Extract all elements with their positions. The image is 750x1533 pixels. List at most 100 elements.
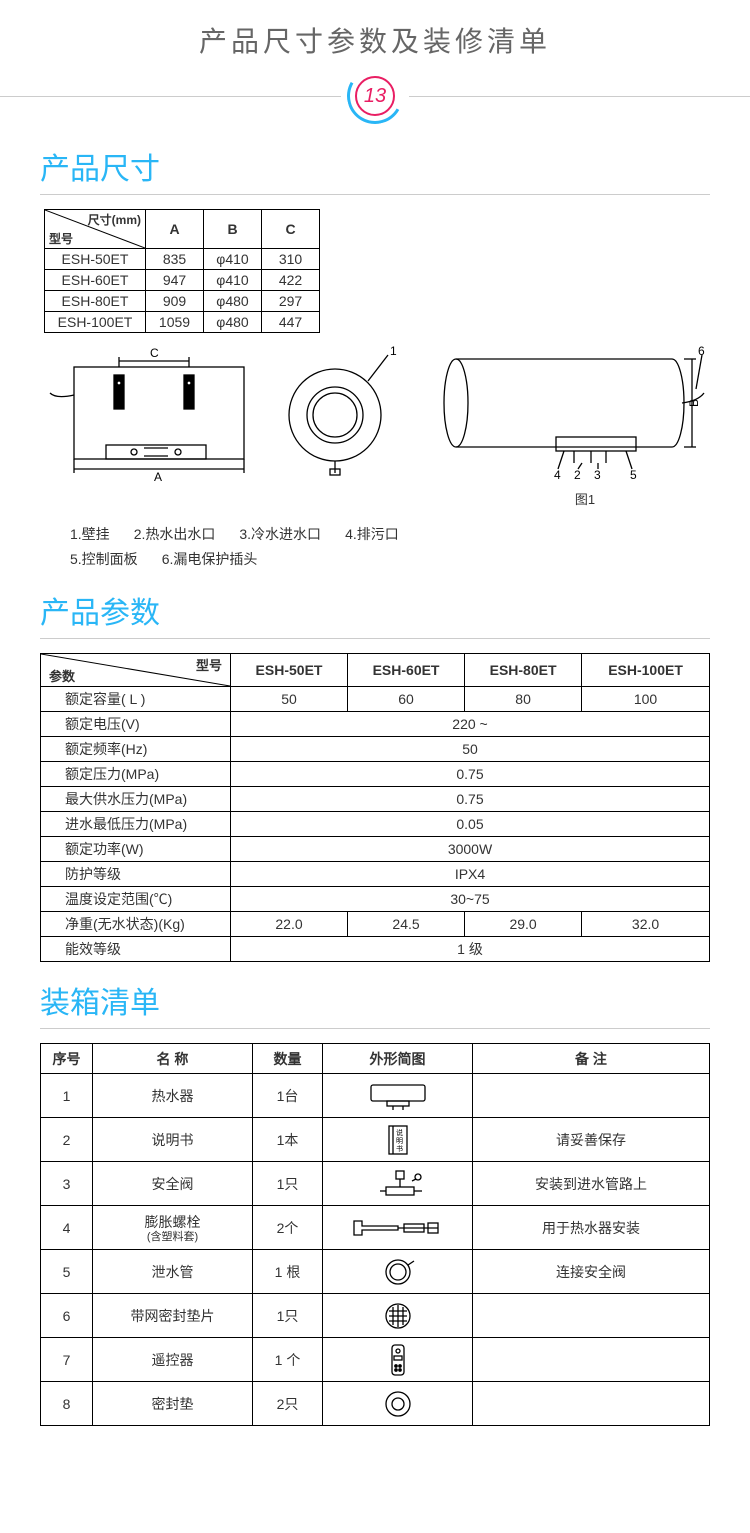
pack-note: 安装到进水管路上	[473, 1162, 710, 1206]
page-title: 产品尺寸参数及装修清单	[0, 20, 750, 60]
param-table-row: 额定功率(W)3000W	[41, 837, 710, 862]
dim-b: φ410	[204, 249, 262, 270]
callout-3: 3	[594, 468, 601, 482]
pack-col-name: 名 称	[93, 1044, 253, 1074]
param-name: 额定电压(V)	[41, 712, 231, 737]
section-title-packing: 装箱清单	[40, 978, 710, 1022]
pack-table-row: 3安全阀1只安装到进水管路上	[41, 1162, 710, 1206]
pack-icon-valve	[323, 1162, 473, 1206]
dimension-diagrams: C A 1	[40, 345, 710, 485]
section-divider	[40, 638, 710, 639]
param-value: 0.05	[231, 812, 710, 837]
pack-seq: 6	[41, 1294, 93, 1338]
dim-a: 835	[146, 249, 204, 270]
pack-name: 热水器	[93, 1074, 253, 1118]
param-value: 32.0	[582, 912, 710, 937]
dim-table-row: ESH-100ET1059φ480447	[45, 312, 320, 333]
dim-table-row: ESH-60ET947φ410422	[45, 270, 320, 291]
pack-note: 请妥善保存	[473, 1118, 710, 1162]
dimension-table: 尺寸(mm) 型号 A B C ESH-50ET835φ410310ESH-60…	[44, 209, 320, 333]
dim-model: ESH-80ET	[45, 291, 146, 312]
dim-b: φ410	[204, 270, 262, 291]
param-name: 进水最低压力(MPa)	[41, 812, 231, 837]
pack-note: 连接安全阀	[473, 1250, 710, 1294]
param-header-top: 型号	[196, 655, 222, 674]
param-header-bottom: 参数	[49, 666, 75, 685]
param-model-1: ESH-60ET	[348, 654, 465, 687]
dim-col-c: C	[262, 210, 320, 249]
pack-qty: 1 个	[253, 1338, 323, 1382]
pack-qty: 1 根	[253, 1250, 323, 1294]
param-table-row: 能效等级1 级	[41, 937, 710, 962]
badge-circle: 13	[347, 68, 403, 124]
diagram-side-view: 1	[280, 345, 400, 485]
dim-header-top: 尺寸(mm)	[88, 211, 141, 228]
section-divider	[40, 1028, 710, 1029]
legend-item: 3.冷水进水口	[239, 522, 321, 547]
param-name: 额定功率(W)	[41, 837, 231, 862]
pack-name: 密封垫	[93, 1382, 253, 1426]
dim-header-bottom: 型号	[49, 230, 73, 247]
param-value: 80	[465, 687, 582, 712]
dim-b: φ480	[204, 291, 262, 312]
pack-table-row: 7遥控器1 个	[41, 1338, 710, 1382]
diagram-right-view: B 4 2 3 5 6	[426, 345, 706, 485]
callout-6: 6	[698, 345, 705, 358]
svg-text:书: 书	[396, 1144, 403, 1153]
pack-icon-heater	[323, 1074, 473, 1118]
pack-table-row: 1热水器1台	[41, 1074, 710, 1118]
section-divider	[40, 194, 710, 195]
param-model-0: ESH-50ET	[231, 654, 348, 687]
param-value: 30~75	[231, 887, 710, 912]
param-table-row: 额定容量( L )506080100	[41, 687, 710, 712]
pack-icon-tube	[323, 1250, 473, 1294]
param-table-corner: 型号 参数	[41, 654, 231, 687]
param-table-row: 进水最低压力(MPa)0.05	[41, 812, 710, 837]
pack-table-row: 2说明书1本说明书请妥善保存	[41, 1118, 710, 1162]
diagram-front-view: C A	[44, 345, 254, 485]
pack-col-note: 备 注	[473, 1044, 710, 1074]
pack-seq: 8	[41, 1382, 93, 1426]
param-value: 100	[582, 687, 710, 712]
legend-item: 6.漏电保护插头	[162, 547, 258, 572]
legend-item: 1.壁挂	[70, 522, 110, 547]
param-name: 能效等级	[41, 937, 231, 962]
pack-table-row: 6带网密封垫片1只	[41, 1294, 710, 1338]
pack-seq: 7	[41, 1338, 93, 1382]
pack-qty: 1只	[253, 1294, 323, 1338]
figure-label: 图1	[460, 489, 710, 508]
dim-a: 947	[146, 270, 204, 291]
param-table-row: 防护等级IPX4	[41, 862, 710, 887]
callout-2: 2	[574, 468, 581, 482]
dim-table-corner: 尺寸(mm) 型号	[45, 210, 146, 249]
pack-name: 说明书	[93, 1118, 253, 1162]
dim-a: 909	[146, 291, 204, 312]
dim-c: 297	[262, 291, 320, 312]
param-value: 24.5	[348, 912, 465, 937]
pack-col-seq: 序号	[41, 1044, 93, 1074]
pack-table-row: 8密封垫2只	[41, 1382, 710, 1426]
param-value: 50	[231, 687, 348, 712]
dim-table-row: ESH-80ET909φ480297	[45, 291, 320, 312]
pack-qty: 1本	[253, 1118, 323, 1162]
param-value: 29.0	[465, 912, 582, 937]
param-name: 净重(无水状态)(Kg)	[41, 912, 231, 937]
pack-icon-remote	[323, 1338, 473, 1382]
dim-model: ESH-50ET	[45, 249, 146, 270]
pack-qty: 1台	[253, 1074, 323, 1118]
param-table-row: 额定频率(Hz)50	[41, 737, 710, 762]
diagram-legend: 1.壁挂2.热水出水口3.冷水进水口4.排污口5.控制面板6.漏电保护插头	[40, 522, 710, 572]
pack-name: 遥控器	[93, 1338, 253, 1382]
pack-seq: 4	[41, 1206, 93, 1250]
pack-icon-mesh	[323, 1294, 473, 1338]
dim-c: 310	[262, 249, 320, 270]
pack-icon-bolt	[323, 1206, 473, 1250]
pack-note: 用于热水器安装	[473, 1206, 710, 1250]
pack-note	[473, 1074, 710, 1118]
dim-label-b: B	[687, 399, 701, 407]
pack-qty: 2个	[253, 1206, 323, 1250]
param-name: 额定频率(Hz)	[41, 737, 231, 762]
param-model-2: ESH-80ET	[465, 654, 582, 687]
pack-icon-manual: 说明书	[323, 1118, 473, 1162]
param-name: 防护等级	[41, 862, 231, 887]
